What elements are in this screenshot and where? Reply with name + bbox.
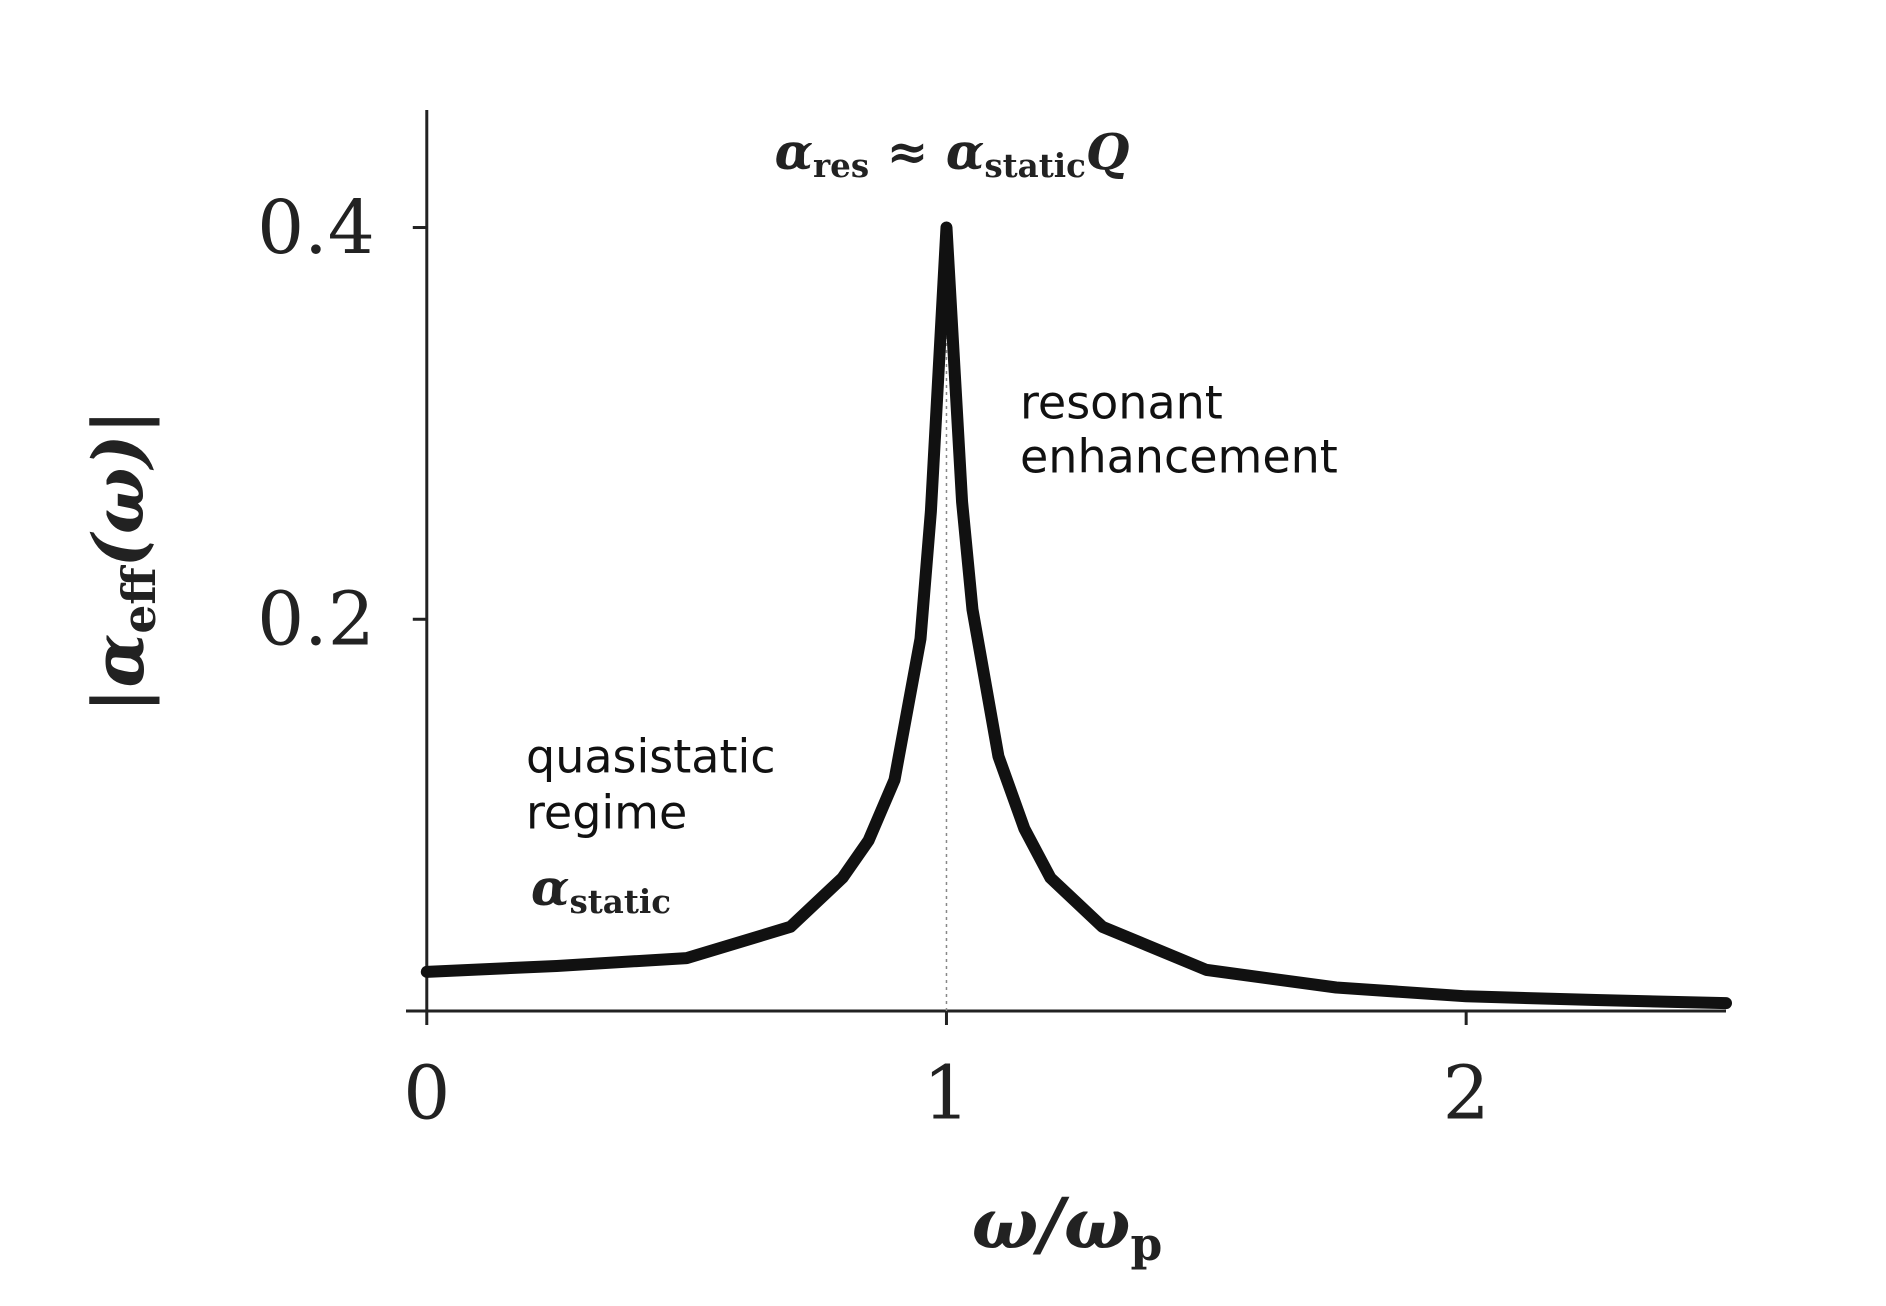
x-tick-label: 0 (403, 1050, 450, 1136)
x-tick-label: 2 (1443, 1050, 1490, 1136)
x-axis-label: ω/ωp (972, 1182, 1163, 1271)
quasistatic-note: regime (526, 786, 687, 840)
resonance-note: enhancement (1020, 430, 1338, 484)
resonance-note: resonant (1020, 376, 1223, 430)
y-tick-label: 0.4 (257, 185, 375, 271)
y-tick-label: 0.2 (257, 577, 375, 663)
quasistatic-note: quasistatic (526, 730, 776, 784)
y-axis-label: |αeff(ω)| (77, 409, 166, 713)
peak-label: αres ≈ αstaticQ (775, 122, 1130, 185)
static-label: αstatic (531, 858, 671, 921)
x-tick-label: 1 (923, 1050, 970, 1136)
data-line (420, 221, 1732, 1010)
